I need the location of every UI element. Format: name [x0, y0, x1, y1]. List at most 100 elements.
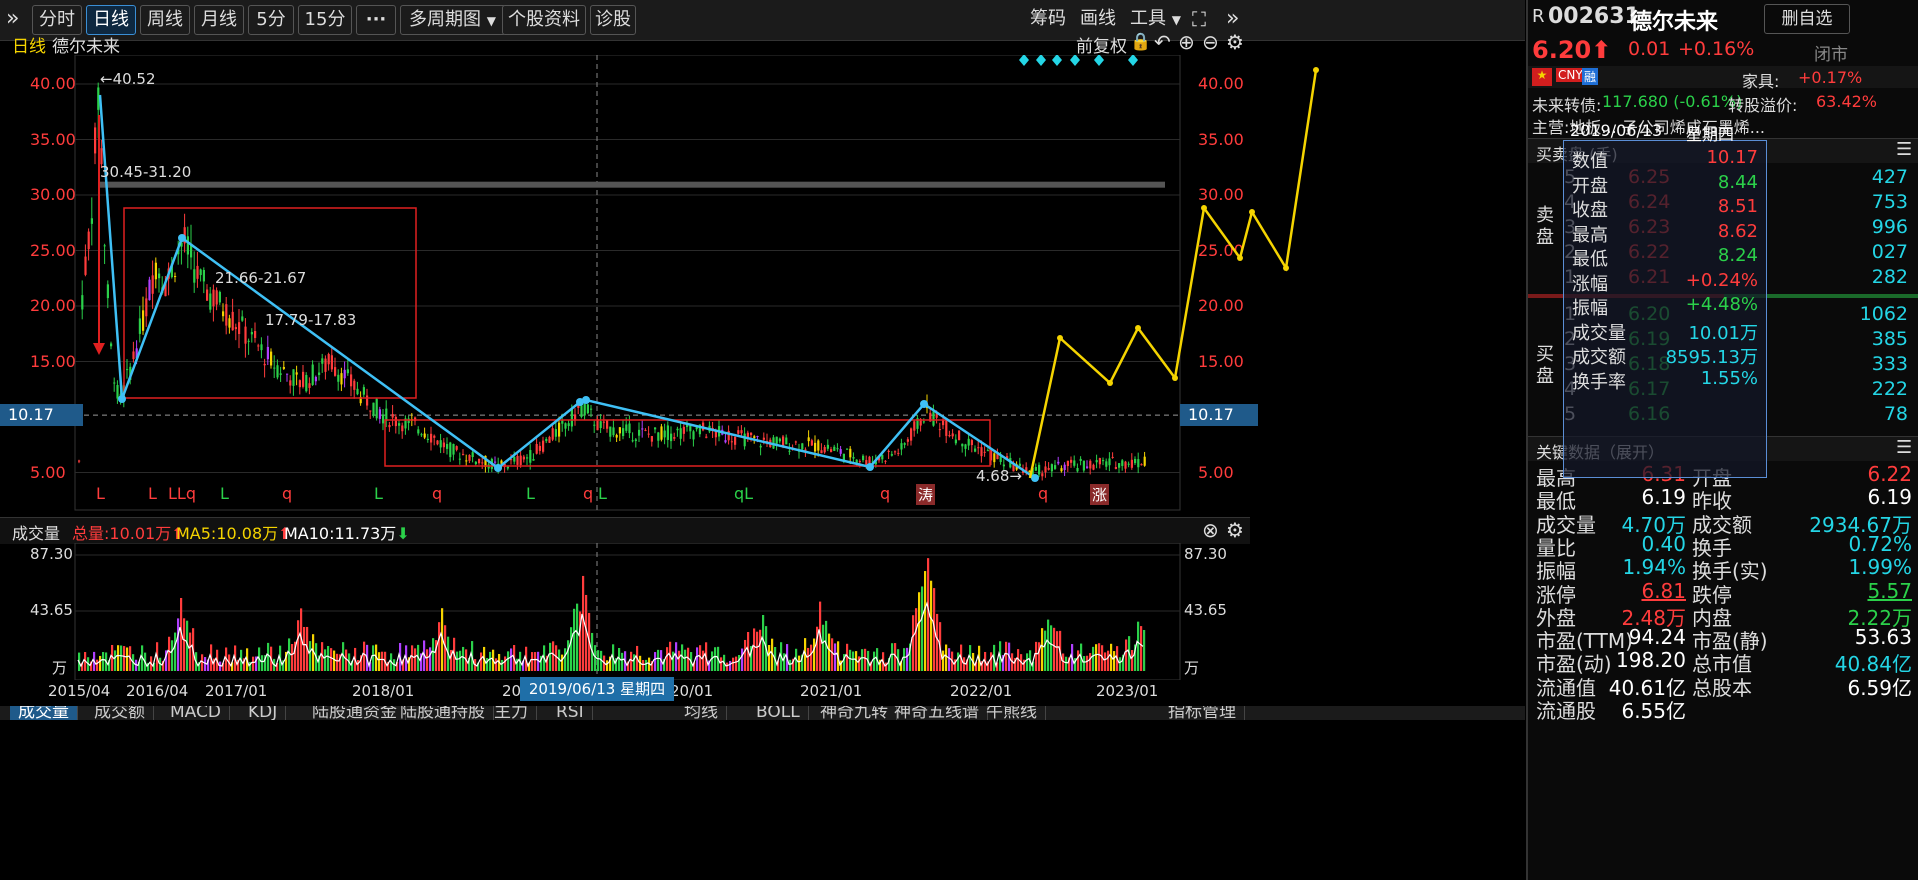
multi-period-dropdown[interactable]: 多周期图 ▼ [400, 5, 506, 35]
volume-bar [828, 633, 831, 671]
tooltip-label: 振幅 [1572, 298, 1608, 319]
kline-candle [1047, 467, 1050, 470]
kline-candle [782, 436, 785, 446]
bond-label[interactable]: 未来转债: [1532, 96, 1602, 115]
kline-candle [324, 358, 327, 372]
tools-dropdown[interactable]: 工具 ▼ [1130, 5, 1181, 33]
undo-icon[interactable]: ↶ [1154, 30, 1171, 54]
kline-candle [663, 430, 666, 438]
kline-candle [474, 461, 477, 465]
menu-icon[interactable]: ☰ [1896, 139, 1913, 160]
volume-bar [903, 648, 906, 671]
kline-candle [382, 414, 385, 424]
chips-button[interactable]: 筹码 [1030, 8, 1066, 29]
tab-rsi[interactable]: RSI [548, 706, 593, 720]
tab-monthly[interactable]: 月线 [194, 5, 244, 35]
range3-annotation: 17.79-17.83 [265, 311, 357, 329]
diagnose-button[interactable]: 诊股 [590, 5, 636, 35]
zoom-out-icon[interactable]: ⊖ [1202, 30, 1219, 54]
tab-timeshare[interactable]: 分时 [32, 5, 82, 35]
volume-bar [912, 615, 915, 671]
kline-candle [810, 440, 813, 446]
low-annotation: 4.68→ [976, 467, 1022, 485]
volume-bar [702, 650, 705, 671]
volume-bar [963, 657, 966, 671]
x-tick: 20/01 [670, 682, 714, 700]
volume-bar [504, 656, 507, 671]
gear-icon[interactable]: ⚙ [1226, 518, 1244, 542]
tab-magic-five[interactable]: 神奇五线谱 [886, 706, 988, 720]
kline-candle [609, 426, 612, 437]
adjust-dropdown[interactable]: 前复权 [1076, 37, 1127, 57]
tab-north-funds[interactable]: 陆股通资金 [304, 706, 406, 720]
remove-watchlist-button[interactable]: 删自选 [1764, 4, 1850, 34]
kline-candle [276, 365, 279, 378]
kline-candle [337, 374, 340, 382]
stock-code: 002631 [1548, 4, 1640, 29]
draw-button[interactable]: 画线 [1080, 8, 1116, 29]
tab-boll[interactable]: BOLL [748, 706, 809, 720]
tab-macd[interactable]: MACD [162, 706, 230, 720]
industry-label[interactable]: 家具: [1742, 72, 1780, 91]
menu-icon[interactable]: ☰ [1896, 437, 1913, 458]
buy-qty: 385 [1871, 328, 1908, 350]
volume-bar [1140, 626, 1143, 671]
kline-candle [231, 311, 234, 331]
kline-candle [650, 436, 653, 442]
x-tick: 2023/01 [1096, 682, 1159, 700]
tab-15min[interactable]: 15分 [298, 5, 352, 35]
volume-bar [681, 644, 684, 671]
kline-candle [356, 388, 359, 395]
lock-icon[interactable]: 🔒 [1130, 32, 1152, 52]
tooltip-value: 10.17 [1706, 147, 1758, 168]
keydata-label: 振幅 [1536, 559, 1576, 584]
fullscreen-icon[interactable]: ⛶ [1192, 7, 1206, 31]
chevron-down-icon: ▼ [1171, 13, 1181, 27]
tab-magic-nine[interactable]: 神奇九转 [812, 706, 897, 720]
tab-bull-bear[interactable]: 牛熊线 [978, 706, 1046, 720]
signal-marker: q [880, 484, 891, 503]
premium-label: 转股溢价: [1728, 96, 1798, 115]
tab-main-force[interactable]: 主力 [486, 706, 537, 720]
expand-right-icon[interactable]: » [1226, 6, 1240, 31]
close-icon[interactable]: ⊗ [1202, 518, 1219, 542]
tab-kdj[interactable]: KDJ [240, 706, 287, 720]
volume-bar [342, 642, 345, 671]
expand-left-icon[interactable]: » [6, 6, 20, 31]
period-label: 日线 [12, 37, 46, 57]
gear-icon[interactable]: ⚙ [1226, 30, 1244, 54]
tab-volume[interactable]: 成交量 [10, 706, 78, 720]
tab-ma[interactable]: 均线 [676, 706, 727, 720]
kline-candle [446, 443, 449, 449]
kline-candle [638, 429, 641, 436]
tab-indicator-manage[interactable]: 指标管理 [1160, 706, 1245, 720]
kline-candle [478, 458, 481, 464]
business-text[interactable]: 主营:地板... 子公司烯成石墨烯... [1532, 118, 1765, 137]
kline-candle [196, 265, 199, 279]
zoom-in-icon[interactable]: ⊕ [1178, 30, 1195, 54]
kline-candle [641, 428, 644, 430]
tooltip-label: 换手率 [1572, 371, 1626, 393]
tab-turnover[interactable]: 成交额 [86, 706, 154, 720]
tooltip-value: 8.44 [1717, 171, 1758, 193]
price-tooltip: 2019/06/13 星期四 数值 10.17 开盘 8.44 收盘 8.51 最高 8.62… [1563, 121, 1767, 478]
tab-weekly[interactable]: 周线 [140, 5, 190, 35]
tab-daily[interactable]: 日线 [86, 5, 136, 35]
tab-north-holding[interactable]: 陆股通持股 [392, 706, 494, 720]
volume-bar [1107, 650, 1110, 671]
tab-5min[interactable]: 5分 [248, 5, 294, 35]
volume-bar [333, 650, 336, 671]
volume-chart[interactable] [0, 543, 1250, 680]
volume-bar [537, 651, 540, 671]
stock-info-button[interactable]: 个股资料 [502, 5, 586, 35]
kline-candle [657, 432, 660, 441]
kline-candle [266, 346, 269, 360]
kline-candle [634, 439, 637, 441]
volume-bar [186, 620, 189, 671]
kline-candle [910, 428, 913, 441]
kline-candle [817, 440, 820, 451]
kline-chart[interactable] [0, 55, 1250, 515]
volume-bar [387, 661, 390, 671]
more-button[interactable]: ··· [356, 5, 396, 35]
volume-bar [1086, 655, 1089, 671]
